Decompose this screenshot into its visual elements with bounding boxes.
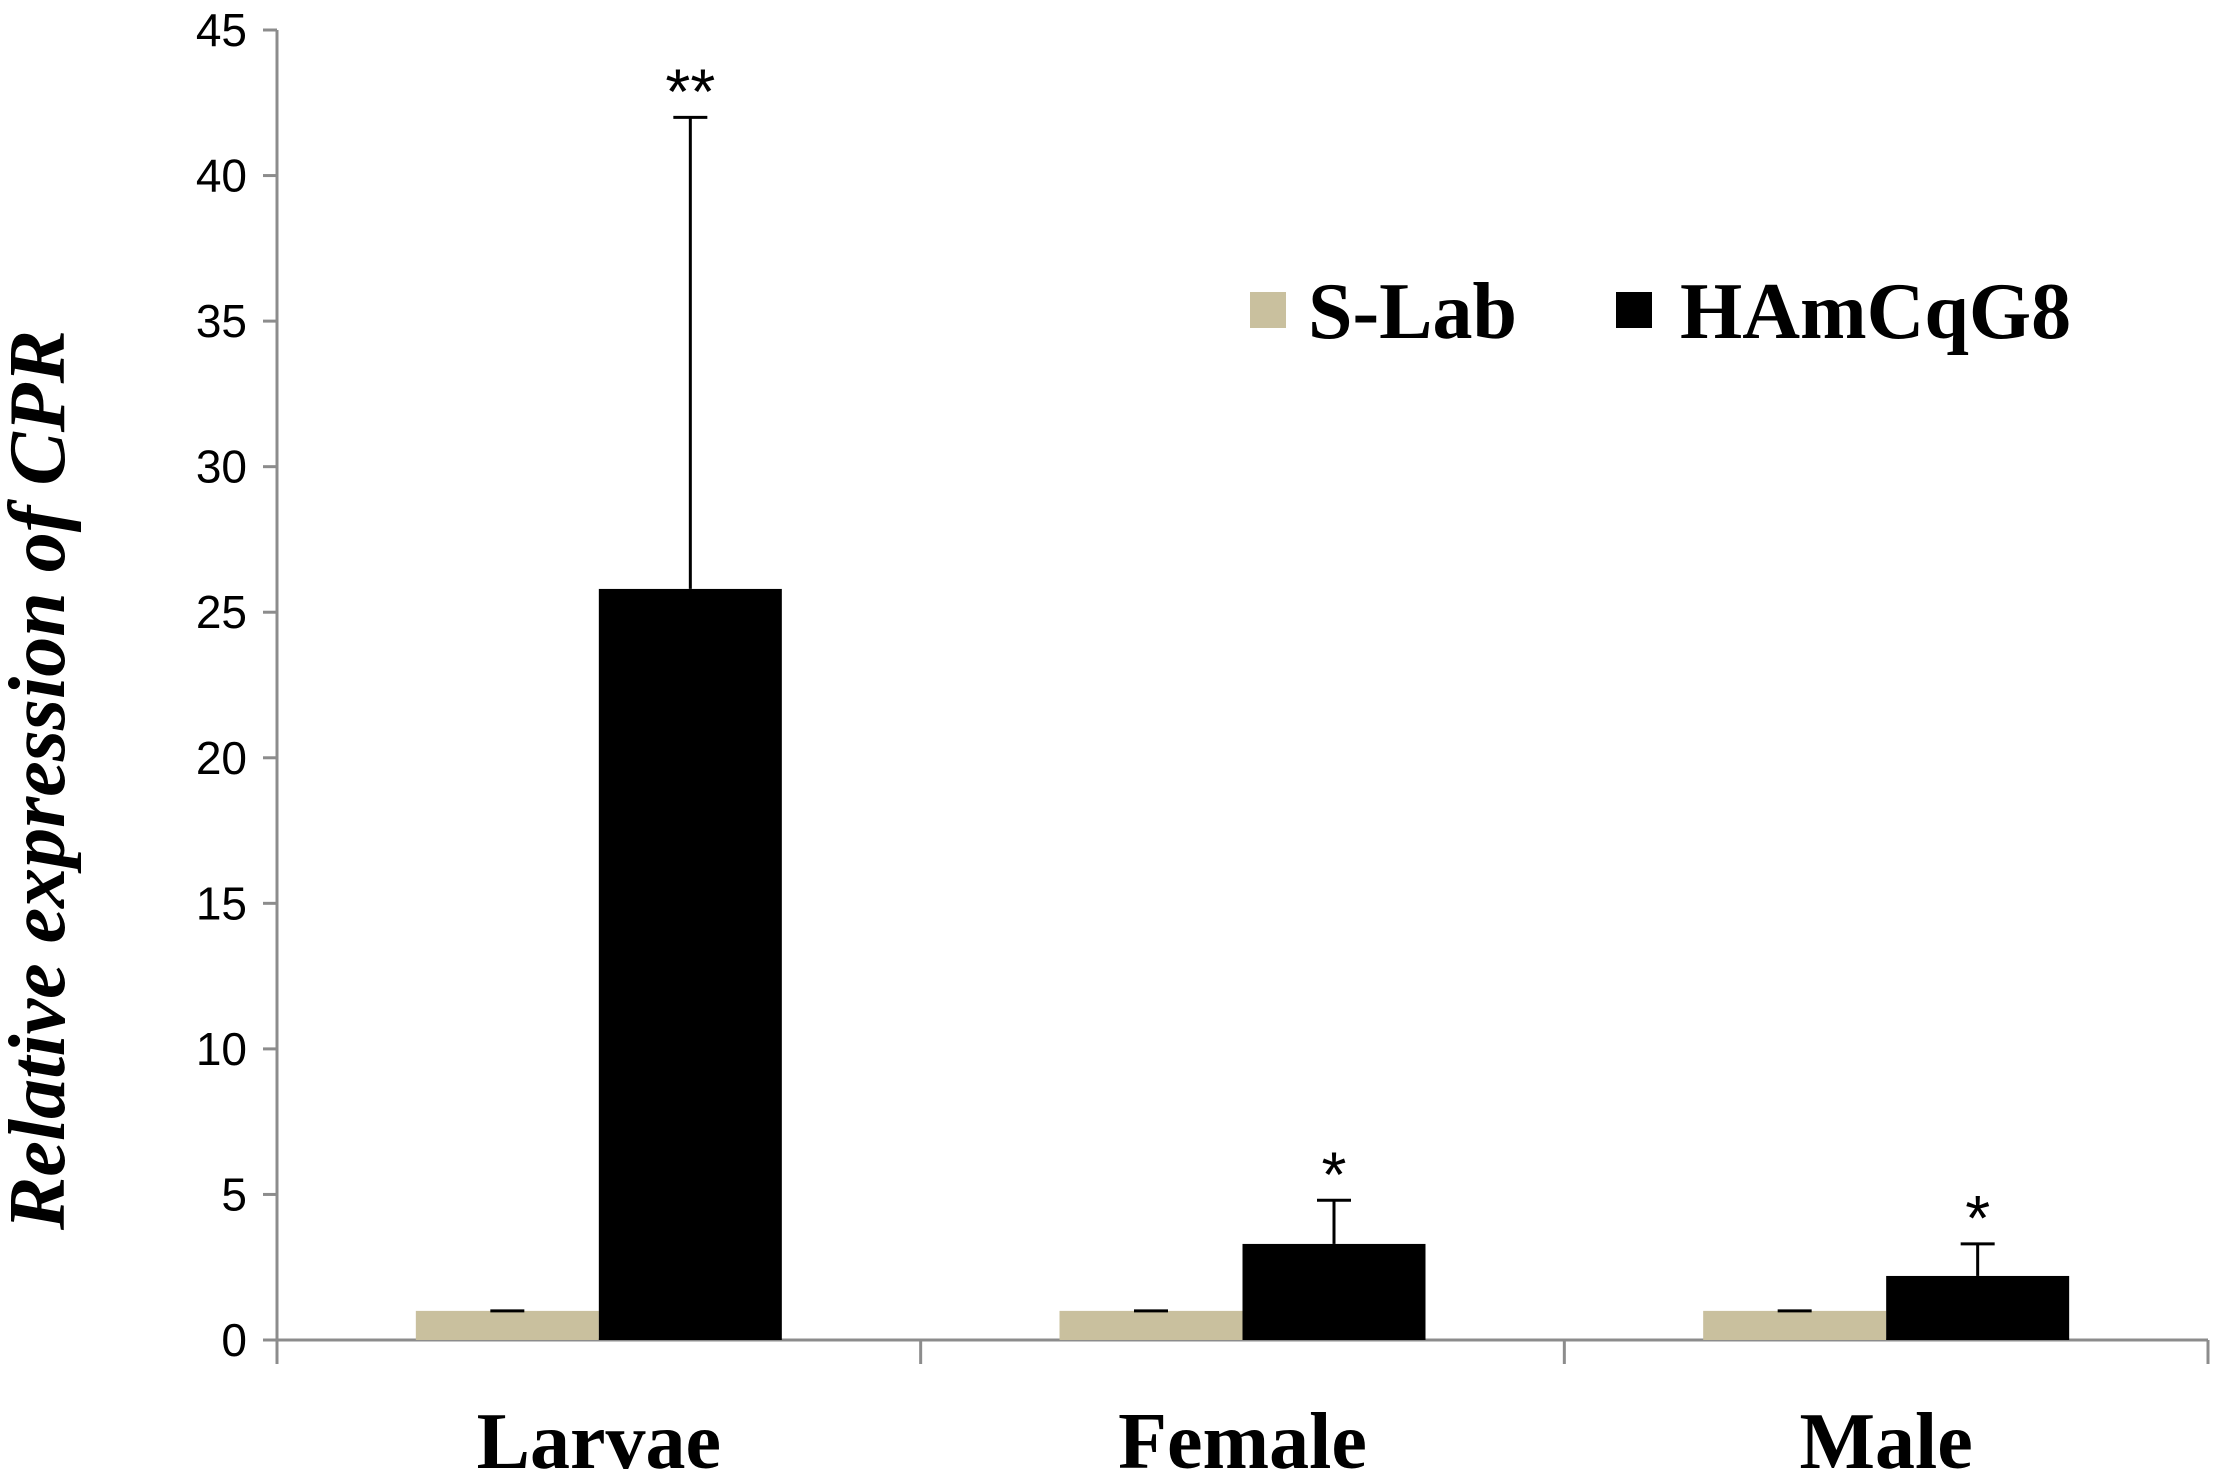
bar-hamcqg8-male — [1886, 1275, 2070, 1340]
bars: **** — [415, 55, 2070, 1340]
y-axis: 0 5 10 15 20 25 30 35 40 45 — [196, 4, 279, 1366]
significance-label-female: * — [1322, 1138, 1347, 1210]
bar-hamcqg8-larvae — [598, 588, 782, 1340]
y-tick-label: 15 — [196, 877, 247, 929]
significance-label-larvae: ** — [665, 55, 715, 127]
y-tick-label: 0 — [221, 1314, 247, 1366]
y-axis-title: Relative expression of CPR — [0, 330, 82, 1231]
x-axis: Larvae Female Male — [275, 1338, 2210, 1475]
y-tick-label: 25 — [196, 586, 247, 638]
legend-swatch-s-lab — [1250, 292, 1286, 328]
x-tick-label-larvae: Larvae — [477, 1398, 721, 1475]
y-tick-label: 10 — [196, 1023, 247, 1075]
legend-swatch-hamcqg8 — [1616, 292, 1652, 328]
y-tick-label: 20 — [196, 732, 247, 784]
y-tick-label: 30 — [196, 441, 247, 493]
y-tick-label: 45 — [196, 4, 247, 56]
y-tick-label: 5 — [221, 1168, 247, 1220]
legend-label-hamcqg8: HAmCqG8 — [1680, 268, 2071, 356]
legend-label-s-lab: S-Lab — [1308, 268, 1517, 356]
bar-s-lab-larvae — [415, 1310, 599, 1340]
bar-s-lab-male — [1703, 1310, 1887, 1340]
x-tick-label-female: Female — [1118, 1398, 1367, 1475]
legend: S-Lab HAmCqG8 — [1250, 268, 2071, 356]
y-tick-label: 40 — [196, 150, 247, 202]
bar-s-lab-female — [1059, 1310, 1243, 1340]
significance-label-male: * — [1965, 1182, 1990, 1254]
y-tick-label: 35 — [196, 295, 247, 347]
x-tick-label-male: Male — [1800, 1398, 1973, 1475]
bar-hamcqg8-female — [1242, 1243, 1426, 1340]
